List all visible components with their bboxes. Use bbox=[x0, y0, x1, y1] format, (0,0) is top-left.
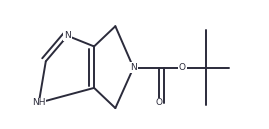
Text: N: N bbox=[130, 63, 137, 72]
Text: NH: NH bbox=[32, 98, 45, 107]
Text: O: O bbox=[179, 63, 186, 72]
Text: N: N bbox=[64, 31, 71, 40]
Text: O: O bbox=[155, 98, 162, 107]
